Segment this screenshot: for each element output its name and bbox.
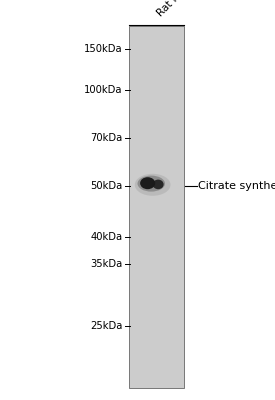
Text: 40kDa: 40kDa (90, 232, 122, 242)
Text: Rat heart: Rat heart (155, 0, 197, 18)
Ellipse shape (135, 174, 170, 196)
Text: 150kDa: 150kDa (84, 44, 122, 54)
Bar (129, 26, 184, 388)
Text: 100kDa: 100kDa (84, 85, 122, 95)
Ellipse shape (153, 180, 164, 189)
Text: 50kDa: 50kDa (90, 181, 122, 191)
Text: Citrate synthetase: Citrate synthetase (198, 181, 275, 191)
Ellipse shape (140, 177, 155, 189)
Text: 35kDa: 35kDa (90, 259, 122, 269)
Ellipse shape (138, 176, 165, 192)
Text: 70kDa: 70kDa (90, 133, 122, 143)
Text: 25kDa: 25kDa (90, 321, 122, 331)
